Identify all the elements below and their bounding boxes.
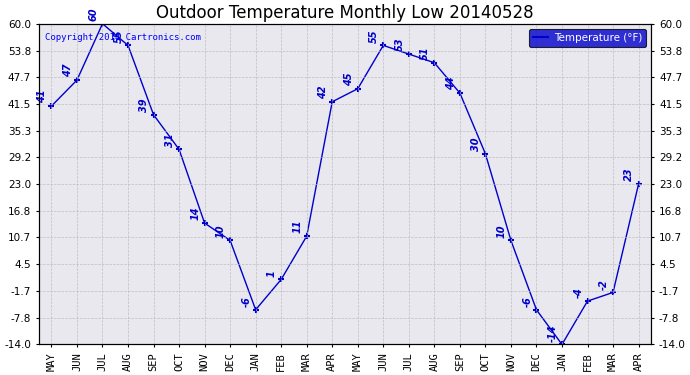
Text: 55: 55 [114,29,124,43]
Text: -2: -2 [599,279,609,290]
Text: -4: -4 [573,288,583,298]
Text: 60: 60 [88,8,99,21]
Text: 45: 45 [344,72,353,86]
Text: 42: 42 [318,86,328,99]
Text: -14: -14 [548,324,558,342]
Text: 39: 39 [139,99,149,112]
Text: 30: 30 [471,138,481,151]
Legend: Temperature (°F): Temperature (°F) [529,29,646,47]
Text: 31: 31 [165,133,175,147]
Text: 51: 51 [420,46,430,60]
Text: 11: 11 [293,220,302,233]
Text: 47: 47 [63,64,73,77]
Text: 23: 23 [624,168,634,181]
Text: 44: 44 [446,77,455,90]
Title: Outdoor Temperature Monthly Low 20140528: Outdoor Temperature Monthly Low 20140528 [156,4,534,22]
Text: 10: 10 [216,224,226,238]
Text: -6: -6 [522,296,532,307]
Text: 10: 10 [497,224,506,238]
Text: 1: 1 [267,270,277,277]
Text: 53: 53 [395,38,404,51]
Text: Copyright 2014 Cartronics.com: Copyright 2014 Cartronics.com [45,33,201,42]
Text: 55: 55 [369,29,379,43]
Text: 14: 14 [190,207,200,220]
Text: -6: -6 [241,296,251,307]
Text: 41: 41 [37,90,48,103]
